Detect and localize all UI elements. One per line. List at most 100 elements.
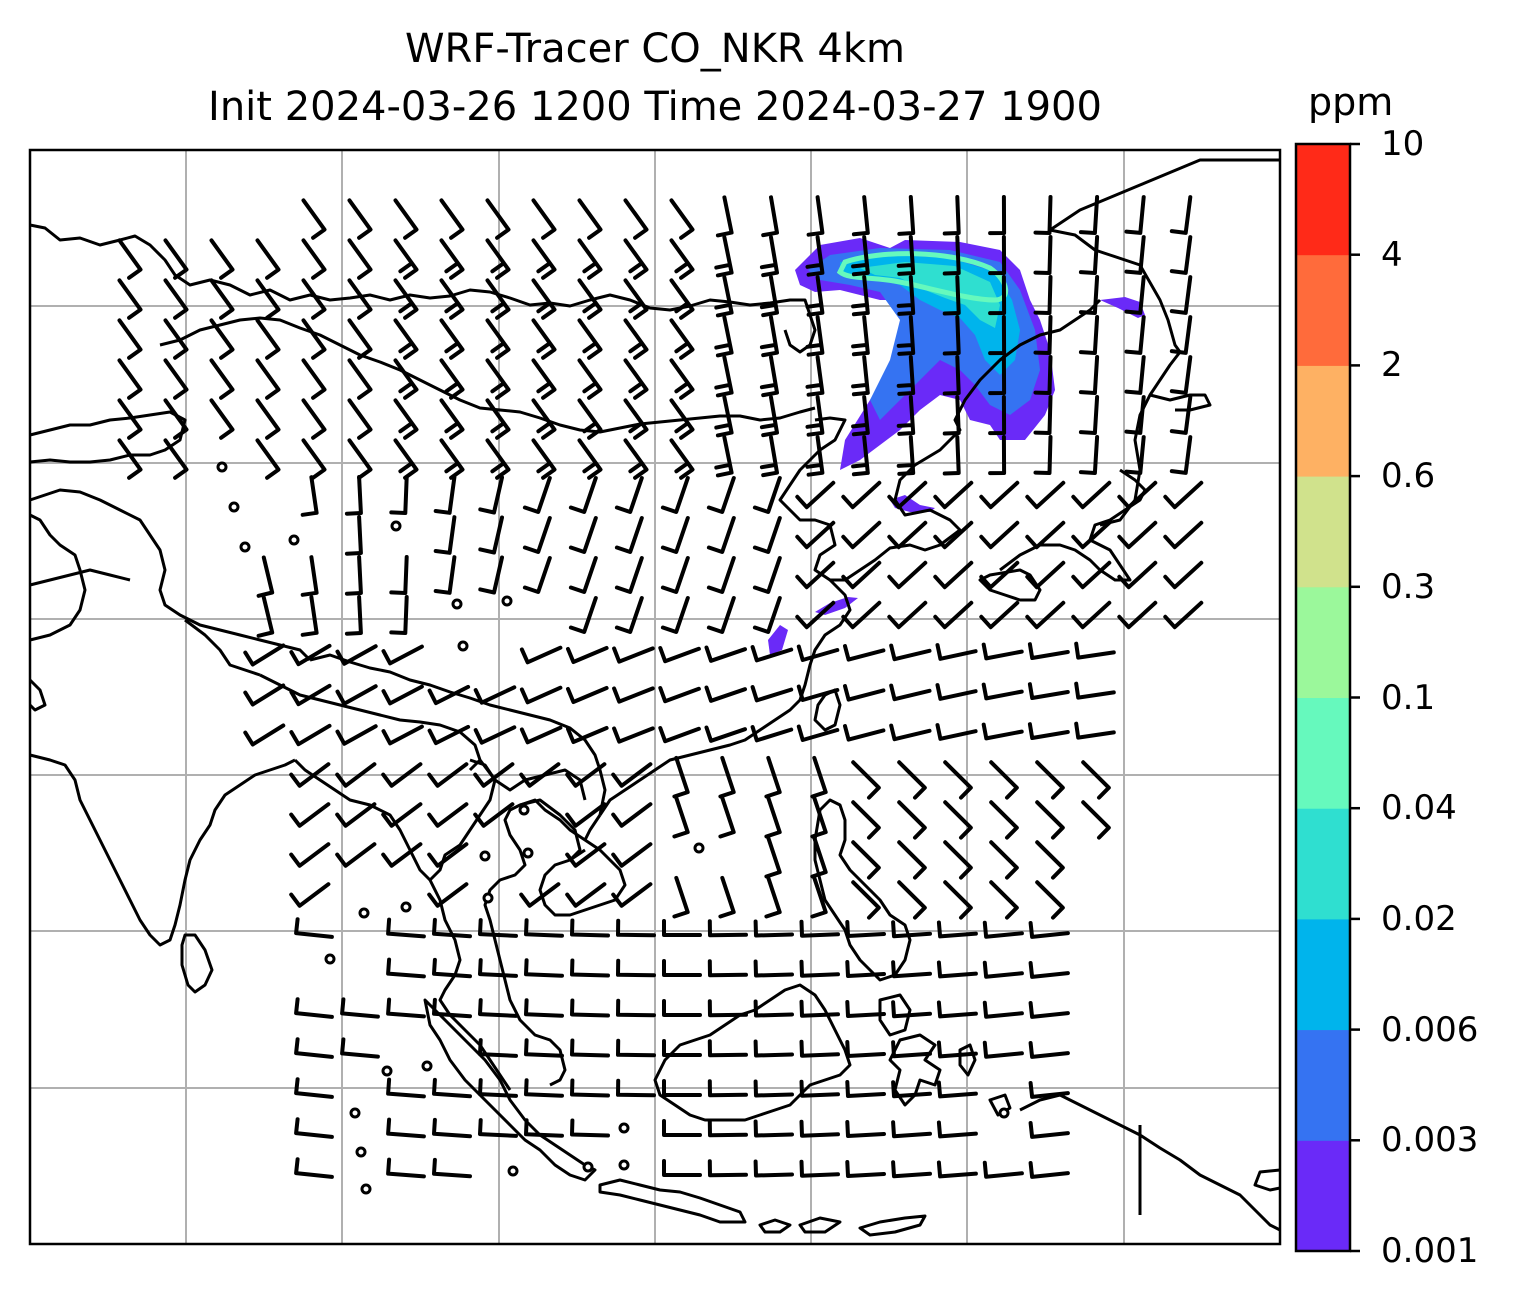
wind-barb — [896, 395, 916, 436]
wind-barb — [1025, 600, 1066, 630]
wind-barb — [752, 556, 782, 594]
wind-barb — [669, 238, 695, 280]
wind-barb — [616, 918, 656, 938]
wind-barb — [427, 724, 471, 746]
wind-barb — [935, 683, 978, 701]
wind-barb — [845, 920, 886, 938]
colorbar-segment — [1296, 476, 1350, 588]
wind-barb — [764, 795, 782, 839]
wind-barb — [531, 198, 557, 240]
wind-barb — [1124, 435, 1146, 475]
wind-barb — [117, 238, 143, 280]
wind-barb — [565, 842, 607, 868]
calm-wind-marker — [479, 850, 491, 862]
wind-barb — [1033, 235, 1053, 275]
calm-wind-marker — [501, 595, 513, 607]
wind-barb — [300, 595, 319, 637]
wind-barb — [163, 398, 189, 440]
wind-barb — [255, 438, 281, 480]
calm-wind-marker — [482, 892, 494, 904]
wind-barb — [623, 198, 649, 240]
wind-barb — [752, 596, 782, 634]
colorbar-tick-label: 2 — [1381, 345, 1403, 386]
wind-barb — [982, 1040, 1024, 1059]
colorbar-segment — [1296, 808, 1350, 920]
wind-barb — [256, 595, 275, 638]
wind-barb — [805, 435, 825, 477]
wind-barb — [1078, 195, 1100, 235]
colorbar-segment — [1296, 1140, 1350, 1252]
wind-barb — [301, 398, 327, 440]
colorbar — [1294, 142, 1360, 1253]
wind-barb — [707, 1079, 748, 1098]
wind-barb — [163, 438, 189, 480]
wind-barb — [669, 358, 695, 400]
wind-barb — [1078, 275, 1100, 315]
wind-barb — [381, 762, 423, 788]
wind-barb — [524, 998, 564, 1018]
wind-barb — [570, 958, 610, 978]
wind-barb — [1071, 560, 1112, 590]
wind-barb — [531, 398, 557, 440]
border-central-asia — [29, 410, 312, 662]
wind-barb — [519, 685, 563, 705]
wind-barb — [565, 882, 607, 908]
wind-barb — [851, 235, 870, 277]
wind-barb — [988, 355, 1007, 396]
wind-barb — [799, 1159, 840, 1178]
wind-barb — [989, 760, 1019, 800]
coastline-china-korea — [778, 298, 1102, 582]
colorbar-segment — [1296, 918, 1350, 1031]
wind-barb — [759, 435, 779, 478]
calm-wind-marker — [355, 1146, 367, 1158]
wind-barb — [519, 882, 561, 908]
wind-barb — [718, 795, 736, 839]
wind-barb — [531, 358, 557, 400]
wind-barb — [1081, 800, 1111, 840]
wind-barb — [256, 555, 275, 598]
wind-barb — [943, 800, 973, 840]
wind-barb — [660, 516, 690, 554]
wind-barb — [714, 275, 734, 318]
wind-barb — [163, 238, 189, 280]
wind-barb — [714, 395, 734, 438]
wind-barb — [289, 802, 331, 828]
wind-barb — [988, 315, 1007, 356]
colorbar-tick-label: 0.3 — [1381, 566, 1436, 607]
wind-barb — [386, 1077, 426, 1099]
wind-barb — [887, 480, 928, 510]
wind-barb — [524, 958, 564, 978]
wind-barb — [209, 238, 235, 280]
wind-barb — [524, 1038, 564, 1058]
wind-barb — [1035, 840, 1065, 880]
wind-barb — [943, 840, 973, 880]
wind-barb — [843, 684, 886, 702]
colorbar-tick-label: 0.04 — [1381, 788, 1457, 829]
wind-barb — [942, 315, 961, 356]
wind-barb — [427, 762, 469, 788]
wind-barb — [347, 238, 373, 280]
wind-barb — [669, 318, 695, 360]
wind-barb — [988, 395, 1007, 436]
wind-barb — [473, 685, 517, 705]
wind-barb — [982, 960, 1024, 979]
wind-barb — [1025, 560, 1066, 590]
wind-barb — [706, 516, 736, 554]
wind-barb — [347, 358, 373, 400]
wind-barb — [707, 1159, 748, 1178]
wind-barb — [845, 1160, 886, 1178]
wind-barb — [393, 398, 419, 440]
wind-barb — [611, 762, 653, 788]
calm-wind-marker — [239, 541, 251, 553]
wind-barb — [300, 475, 319, 517]
wind-barb — [432, 1117, 472, 1139]
wind-barb — [1074, 641, 1116, 660]
wind-barb — [344, 595, 363, 636]
wind-barb — [433, 515, 457, 555]
wind-barb — [759, 395, 779, 438]
wind-barb — [393, 358, 419, 400]
wind-barb — [522, 476, 552, 514]
wind-barb — [163, 318, 189, 360]
wind-barb — [1033, 395, 1053, 435]
wind-barb — [393, 238, 419, 280]
